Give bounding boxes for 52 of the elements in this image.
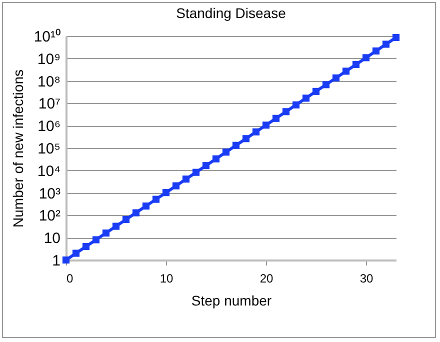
point	[342, 68, 350, 75]
point	[362, 54, 370, 62]
point	[142, 202, 150, 210]
y-tick-label: 10²	[38, 208, 60, 225]
point	[152, 196, 160, 203]
point	[172, 182, 180, 190]
x-tick-label: 0	[66, 272, 74, 286]
point	[352, 60, 360, 68]
y-tick-label: 10⁵	[38, 140, 60, 158]
point	[72, 250, 80, 257]
y-tick-label: 10⁹	[37, 50, 60, 68]
y-tick-label: 10⁸	[37, 73, 60, 90]
x-tick-label: 20	[260, 272, 274, 286]
point	[212, 155, 220, 162]
x-axis-title: Step number	[191, 292, 272, 308]
y-tick-label: 10³	[38, 185, 60, 202]
point	[272, 114, 280, 122]
y-axis-title: Number of new infections	[10, 70, 26, 228]
point	[332, 74, 340, 82]
point	[382, 40, 390, 48]
point	[242, 135, 250, 142]
x-tick-label: 10	[160, 272, 174, 286]
point	[122, 216, 130, 224]
point	[392, 34, 400, 42]
point	[192, 168, 200, 176]
chart-title: Standing Disease	[176, 5, 286, 21]
y-tick-label: 1	[52, 252, 60, 270]
point	[82, 242, 90, 250]
point	[92, 236, 100, 244]
y-tick-label: 10¹⁰	[34, 28, 60, 46]
point	[322, 81, 330, 88]
point	[162, 189, 170, 196]
x-tick-label: 30	[360, 272, 374, 286]
point	[182, 176, 190, 183]
y-tick-label: 10⁴	[37, 162, 60, 180]
y-tick-label: 10⁶	[38, 118, 60, 136]
point	[302, 94, 310, 102]
point	[292, 101, 300, 108]
y-tick-label: 10	[44, 230, 60, 248]
point	[282, 108, 290, 116]
point	[132, 209, 140, 216]
point	[202, 162, 210, 170]
point	[372, 47, 380, 54]
y-tick-label: 10⁷	[38, 96, 60, 113]
point	[232, 142, 240, 149]
point	[112, 222, 120, 230]
point	[62, 256, 70, 264]
point	[262, 122, 270, 129]
point	[252, 128, 260, 136]
point	[312, 88, 320, 95]
point	[102, 229, 110, 237]
point	[222, 148, 230, 156]
